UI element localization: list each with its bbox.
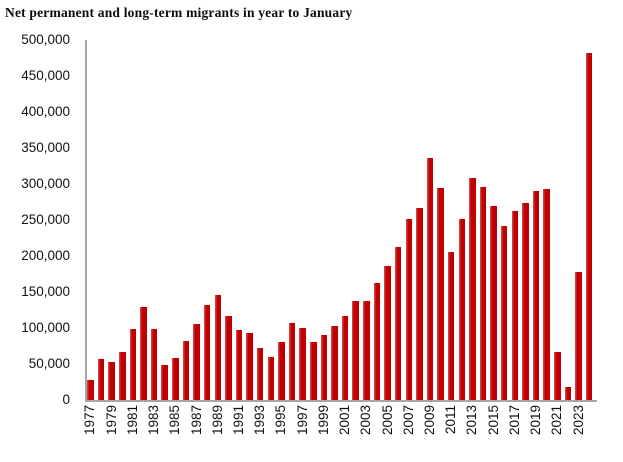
x-tick-label: 2021 [549, 405, 565, 436]
bar-2003 [363, 300, 370, 400]
bar-2004 [373, 282, 381, 400]
x-tick-label: 1989 [209, 405, 225, 436]
bar-2011 [447, 251, 455, 400]
y-tick-label: 50,000 [28, 356, 70, 371]
bar-2024 [585, 52, 593, 400]
x-tick-label: 2015 [485, 405, 501, 436]
x-tick-label: 1995 [273, 405, 289, 436]
bar-2023 [575, 271, 582, 400]
y-tick-label: 100,000 [21, 320, 70, 335]
bar-2002 [352, 301, 359, 400]
bar-2021 [554, 351, 561, 400]
bar-2005 [384, 266, 391, 400]
y-tick-label: 300,000 [21, 176, 70, 191]
bar-2018 [522, 203, 529, 400]
x-tick-label: 1997 [294, 405, 310, 436]
x-tick-label: 1981 [124, 405, 140, 436]
y-tick-label: 150,000 [21, 284, 70, 299]
bar-1987 [193, 324, 200, 400]
bar-2022 [564, 387, 572, 400]
x-tick-label: 1977 [82, 405, 98, 436]
x-tick-label: 2001 [337, 405, 353, 436]
bar-1979 [108, 361, 115, 400]
y-tick-label: 500,000 [21, 32, 70, 47]
x-tick-label: 2011 [443, 405, 459, 435]
x-tick-label: 1979 [103, 405, 119, 436]
bar-1977 [87, 379, 94, 400]
bar-1982 [140, 307, 147, 400]
bar-1988 [203, 304, 211, 400]
x-tick-label: 1987 [188, 405, 204, 436]
bar-2001 [341, 315, 349, 400]
bar-1983 [150, 329, 158, 400]
bar-2009 [426, 158, 434, 400]
x-tick-label: 1985 [167, 405, 183, 436]
x-axis-line [85, 400, 597, 402]
x-tick-label: 2005 [379, 405, 395, 436]
bar-1994 [267, 356, 275, 400]
bar-1980 [119, 352, 126, 400]
bar-2020 [543, 189, 550, 400]
bar-2019 [532, 191, 540, 400]
y-tick-label: 400,000 [21, 104, 70, 119]
bar-2014 [479, 186, 487, 400]
x-tick-label: 2023 [570, 405, 586, 436]
bar-1997 [299, 328, 306, 400]
y-tick-label: 0 [62, 392, 70, 407]
x-tick-label: 2003 [358, 405, 374, 436]
bar-1993 [256, 348, 264, 400]
x-tick-label: 2019 [528, 405, 544, 436]
x-tick-label: 2009 [421, 405, 437, 436]
y-tick-label: 350,000 [21, 140, 70, 155]
y-tick-label: 250,000 [21, 212, 70, 227]
bar-1995 [278, 342, 285, 400]
bar-2017 [511, 211, 519, 400]
bar-1985 [172, 358, 179, 400]
x-tick-label: 1999 [315, 405, 331, 436]
x-tick-label: 1991 [230, 405, 246, 436]
bar-2008 [416, 208, 423, 400]
bar-2013 [469, 177, 476, 400]
bar-1999 [320, 335, 328, 400]
bar-2016 [500, 226, 508, 400]
bar-2015 [490, 206, 497, 400]
bar-1998 [310, 341, 317, 400]
y-tick-label: 450,000 [21, 68, 70, 83]
y-tick-label: 200,000 [21, 248, 70, 263]
x-tick-label: 1993 [252, 405, 268, 436]
bar-2000 [331, 325, 338, 400]
bar-1989 [214, 294, 222, 400]
x-tick-label: 2017 [506, 405, 522, 436]
bar-2006 [394, 247, 402, 400]
x-tick-label: 1983 [146, 405, 162, 436]
bar-1991 [235, 330, 243, 400]
bar-1986 [182, 340, 190, 400]
x-tick-label: 2013 [464, 405, 480, 436]
bar-1978 [97, 358, 105, 400]
bar-1984 [161, 364, 168, 400]
bar-2007 [405, 219, 412, 400]
bar-1992 [246, 333, 253, 400]
x-tick-label: 2007 [400, 405, 416, 436]
bar-2010 [437, 187, 444, 400]
chart-title: Net permanent and long-term migrants in … [5, 5, 353, 20]
y-axis-line [85, 40, 87, 402]
bar-1981 [129, 329, 137, 400]
bar-1996 [288, 322, 296, 400]
bar-2012 [458, 219, 466, 400]
bar-1990 [225, 316, 232, 400]
